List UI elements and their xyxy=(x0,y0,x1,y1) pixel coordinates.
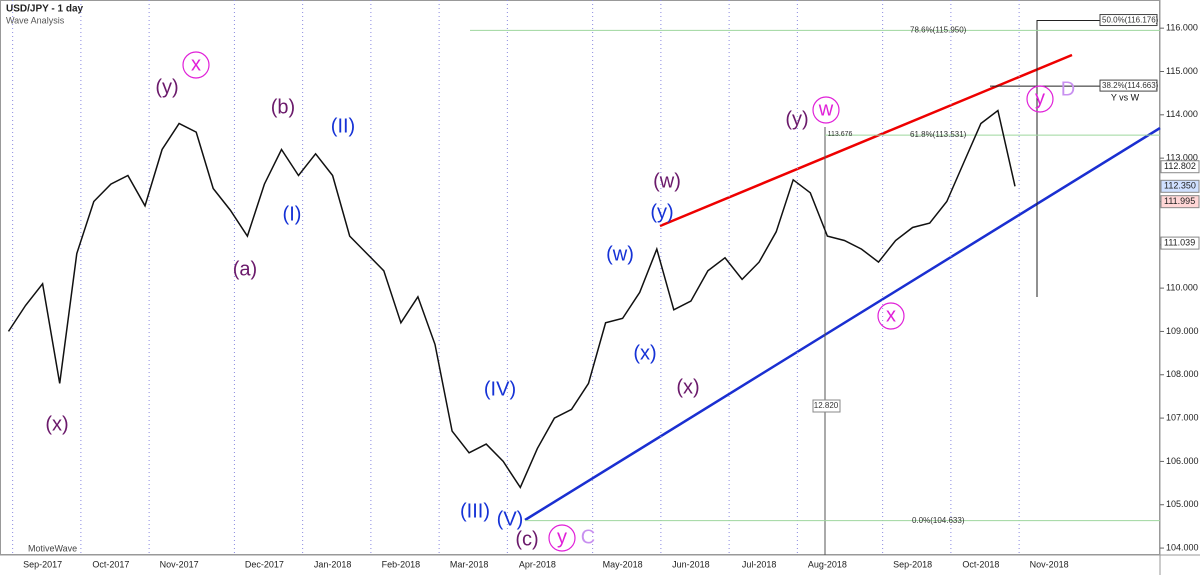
y-tick-label: 110.000 xyxy=(1166,282,1198,292)
price-tag xyxy=(1160,195,1200,209)
annotation: (x) xyxy=(45,413,68,435)
measure-box xyxy=(812,399,841,413)
wave-circle xyxy=(812,96,840,124)
x-tick-label: Aug-2018 xyxy=(808,559,847,569)
level-label: 0.0%(104.633) xyxy=(912,516,965,525)
wave-circle xyxy=(877,302,905,330)
y-tick-label: 107.000 xyxy=(1166,412,1199,422)
annotation: x xyxy=(191,53,201,75)
y-tick-label: 104.000 xyxy=(1166,542,1199,552)
price-line xyxy=(7,109,1016,489)
x-tick-label: Jul-2018 xyxy=(742,559,777,569)
price-tag-label: 112.802 xyxy=(1164,161,1196,171)
annotation: (a) xyxy=(233,258,257,280)
y-tick-label: 113.000 xyxy=(1166,153,1198,163)
wave-circle xyxy=(1026,85,1054,113)
y-tick-label: 105.000 xyxy=(1166,499,1199,509)
annotation: C xyxy=(581,526,595,548)
x-tick-label: Mar-2018 xyxy=(450,559,489,569)
x-tick-label: Apr-2018 xyxy=(519,559,556,569)
price-tag xyxy=(1160,179,1200,193)
annotation: 12.820 xyxy=(814,401,839,410)
annotation: (w) xyxy=(653,170,681,192)
chart-subtitle: Wave Analysis xyxy=(6,15,65,25)
trend-line xyxy=(659,53,1073,228)
annotation: D xyxy=(1061,78,1075,100)
annotation: (V) xyxy=(497,508,524,530)
wave-circle xyxy=(548,524,576,552)
x-tick-label: Sep-2017 xyxy=(23,559,62,569)
chart-title: USD/JPY - 1 day xyxy=(6,4,84,15)
annotation: (I) xyxy=(283,203,302,225)
annotation: (IV) xyxy=(484,378,516,400)
x-tick-label: Oct-2017 xyxy=(92,559,129,569)
annotation: x xyxy=(886,304,896,326)
price-tag-label: 111.039 xyxy=(1164,237,1195,247)
y-tick-label: 114.000 xyxy=(1166,109,1198,119)
annotation: (y) xyxy=(650,201,673,223)
y-tick-label: 108.000 xyxy=(1166,369,1199,379)
price-tag-label: 111.995 xyxy=(1164,196,1195,206)
price-tag xyxy=(1160,236,1200,250)
annotation: y xyxy=(1035,87,1045,109)
price-tag-label: 112.350 xyxy=(1164,181,1196,191)
x-tick-label: Jan-2018 xyxy=(314,559,352,569)
annotation: (III) xyxy=(460,500,490,522)
level-label: 50.0%(116.176) xyxy=(1102,16,1159,25)
level-label: 61.8%(113.531) xyxy=(910,130,967,139)
y-tick-label: 115.000 xyxy=(1166,66,1198,76)
annotation: Y vs W xyxy=(1111,92,1140,102)
y-tick-label: 109.000 xyxy=(1166,326,1199,336)
y-tick-label: 116.000 xyxy=(1166,23,1198,33)
footer: MotiveWave xyxy=(28,543,77,553)
annotation: (b) xyxy=(271,96,295,118)
x-tick-label: Nov-2017 xyxy=(160,559,199,569)
x-tick-label: Dec-2017 xyxy=(245,559,284,569)
x-tick-label: Nov-2018 xyxy=(1030,559,1069,569)
annotation: (y) xyxy=(785,108,808,130)
level-label: 38.2%(114.663) xyxy=(1102,81,1159,90)
x-tick-label: Oct-2018 xyxy=(962,559,999,569)
level-label: 78.6%(115.950) xyxy=(910,25,967,34)
annotation: (x) xyxy=(633,342,656,364)
annotation: (c) xyxy=(515,528,538,550)
price-tag xyxy=(1160,160,1200,174)
annotation: (y) xyxy=(155,76,178,98)
annotation: 113.676 xyxy=(828,131,853,138)
wave-circle xyxy=(182,51,210,79)
annotation: (x) xyxy=(676,376,699,398)
annotation: w xyxy=(818,98,834,120)
annotation: (II) xyxy=(331,115,355,137)
annotation: y xyxy=(557,526,567,548)
x-tick-label: May-2018 xyxy=(603,559,643,569)
level-box xyxy=(1099,79,1158,92)
level-box xyxy=(1099,14,1158,27)
x-tick-label: Feb-2018 xyxy=(382,559,421,569)
x-tick-label: Sep-2018 xyxy=(893,559,932,569)
x-tick-label: Jun-2018 xyxy=(672,559,710,569)
annotation: (w) xyxy=(606,243,634,265)
y-tick-label: 106.000 xyxy=(1166,456,1199,466)
trend-line xyxy=(524,126,1161,522)
